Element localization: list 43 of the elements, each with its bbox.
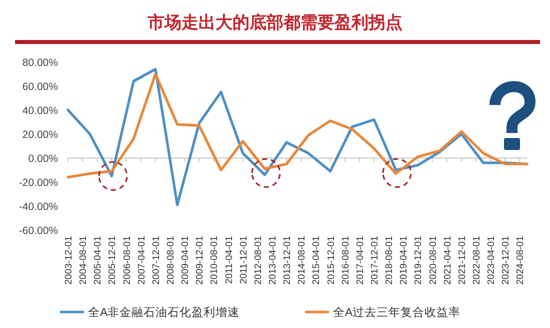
x-tick-label: 2017-12-01 (370, 236, 380, 285)
y-tick-label: -20.00% (18, 177, 58, 189)
x-tick-label: 2017-04-01 (354, 236, 366, 285)
y-tick-label: 0.00% (28, 153, 58, 165)
x-tick-label: 2014-08-01 (296, 236, 308, 285)
x-tick-label: 2007-04-01 (136, 236, 148, 285)
x-tick-label: 2022-08-01 (472, 236, 482, 285)
x-tick-label: 2016-08-01 (340, 236, 352, 285)
x-tick-label: 2005-12-01 (107, 236, 118, 285)
y-tick-label: 80.00% (22, 57, 58, 69)
x-tick-label: 2013-04-01 (268, 236, 278, 285)
x-tick-label: 2013-12-01 (282, 236, 294, 285)
x-tick-label: 2010-08-01 (209, 236, 220, 285)
y-tick-label: 20.00% (22, 129, 58, 141)
x-tick-label: 2015-12-01 (326, 236, 337, 285)
x-tick-label: 2006-08-01 (122, 236, 133, 285)
x-tick-label: 2007-12-01 (150, 236, 162, 285)
legend-label: 全A过去三年复合收益率 (333, 305, 461, 319)
x-tick-label: 2003-12-01 (64, 236, 74, 285)
x-tick-label: 2009-12-01 (194, 236, 206, 285)
x-tick-label: 2021-12-01 (456, 236, 468, 285)
x-tick-label: 2020-08-01 (428, 236, 439, 285)
legend-label: 全A非金融石油石化盈利增速 (88, 306, 240, 319)
x-tick-label: 2021-04-01 (442, 236, 454, 285)
y-tick-label: 60.00% (22, 81, 58, 93)
x-tick-label: 2018-08-01 (384, 236, 396, 285)
x-tick-label: 2012-08-01 (252, 236, 264, 285)
x-tick-label: 2019-04-01 (398, 236, 410, 285)
y-tick-label: -40.00% (18, 201, 58, 213)
x-tick-label: 2008-08-01 (166, 236, 176, 285)
x-tick-label: 2023-04-01 (486, 236, 498, 285)
x-tick-label: 2015-04-01 (311, 236, 322, 285)
y-tick-label: 40.00% (22, 105, 58, 117)
x-tick-label: 2011-04-01 (224, 236, 235, 284)
x-tick-label: 2024-08-01 (515, 236, 526, 285)
x-tick-label: 2005-04-01 (92, 236, 104, 285)
y-tick-label: -60.00% (18, 225, 58, 237)
x-tick-label: 2004-08-01 (78, 236, 90, 285)
chart-title: 市场走出大的底部都需要盈利拐点 (146, 13, 402, 32)
x-tick-label: 2023-12-01 (500, 236, 512, 285)
x-tick-label: 2011-12-01 (238, 236, 250, 284)
x-tick-label: 2009-04-01 (180, 236, 192, 285)
x-tick-label: 2019-12-01 (413, 236, 424, 285)
